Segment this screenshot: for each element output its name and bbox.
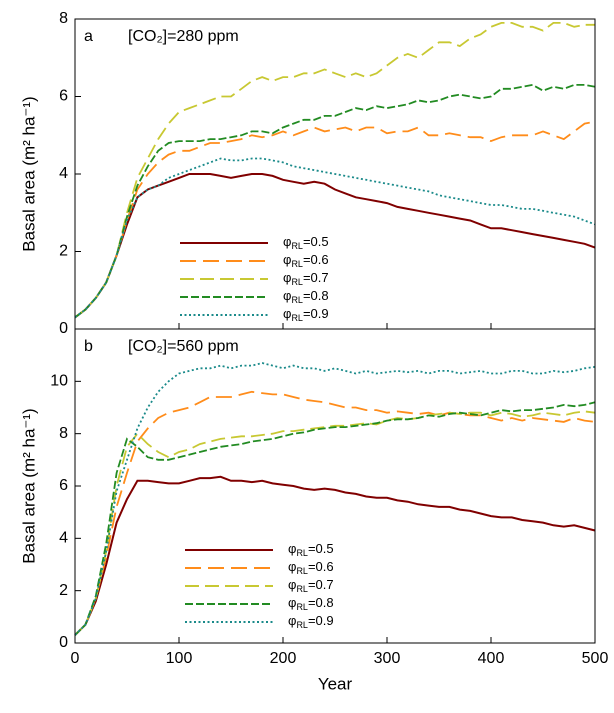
x-axis-label: Year bbox=[318, 674, 353, 693]
y-tick-label: 0 bbox=[59, 320, 68, 337]
series-line bbox=[74, 173, 596, 319]
series-line bbox=[74, 410, 596, 636]
y-tick-label: 6 bbox=[59, 88, 68, 105]
x-tick-label: 400 bbox=[478, 650, 505, 667]
series-line bbox=[74, 475, 596, 636]
y-tick-label: 10 bbox=[50, 373, 68, 390]
series-line bbox=[74, 362, 596, 636]
panel-label: b bbox=[84, 338, 93, 355]
y-tick-label: 2 bbox=[59, 243, 68, 260]
x-tick-label: 200 bbox=[270, 650, 297, 667]
y-tick-label: 0 bbox=[59, 634, 68, 651]
x-tick-label: 500 bbox=[582, 650, 609, 667]
legend-label: φRL=0.9 bbox=[283, 306, 329, 323]
y-tick-label: 6 bbox=[59, 477, 68, 494]
panel-title: [CO₂]=280 ppm bbox=[128, 28, 239, 45]
panel-title: [CO₂]=560 ppm bbox=[128, 338, 239, 355]
x-tick-label: 300 bbox=[374, 650, 401, 667]
legend-label: φRL=0.6 bbox=[283, 252, 329, 269]
series-line bbox=[74, 120, 596, 319]
panel-label: a bbox=[84, 28, 93, 45]
y-axis-label: Basal area (m² ha⁻¹) bbox=[19, 408, 38, 563]
y-tick-label: 4 bbox=[59, 530, 68, 547]
legend-label: φRL=0.8 bbox=[288, 595, 334, 612]
series-line bbox=[74, 401, 596, 636]
legend-label: φRL=0.5 bbox=[288, 541, 334, 558]
legend-label: φRL=0.6 bbox=[288, 559, 334, 576]
series-line bbox=[74, 390, 596, 636]
y-tick-label: 8 bbox=[59, 10, 68, 27]
y-tick-label: 4 bbox=[59, 165, 68, 182]
legend-label: φRL=0.5 bbox=[283, 234, 329, 251]
x-tick-label: 0 bbox=[71, 650, 80, 667]
legend-label: φRL=0.9 bbox=[288, 613, 334, 630]
y-tick-label: 2 bbox=[59, 582, 68, 599]
x-tick-label: 100 bbox=[166, 650, 193, 667]
series-line bbox=[74, 22, 595, 319]
plot-frame bbox=[74, 328, 596, 644]
y-tick-label: 8 bbox=[59, 425, 68, 442]
series-line bbox=[74, 83, 596, 319]
series-line bbox=[74, 157, 596, 319]
legend-label: φRL=0.7 bbox=[288, 577, 334, 594]
legend-label: φRL=0.8 bbox=[283, 288, 329, 305]
y-axis-label: Basal area (m² ha⁻¹) bbox=[19, 96, 38, 251]
legend-label: φRL=0.7 bbox=[283, 270, 329, 287]
